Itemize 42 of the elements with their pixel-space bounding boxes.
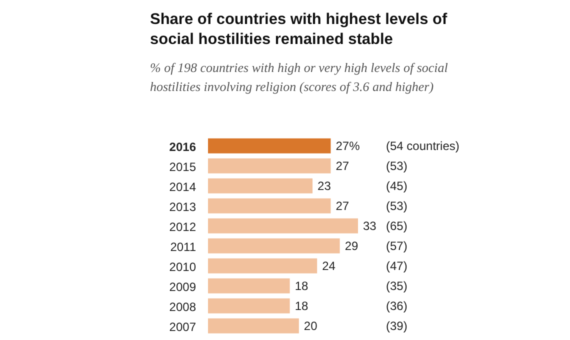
data-label: 27: [336, 159, 350, 174]
data-label: 23: [318, 179, 332, 194]
data-label: 27: [336, 199, 350, 214]
y-tick-label: 2007: [169, 320, 196, 334]
bar: [208, 238, 340, 254]
text: (39): [386, 319, 408, 333]
y-tick-label: 2009: [169, 280, 196, 294]
text: (57): [386, 239, 408, 253]
data-label: 24: [322, 259, 336, 274]
data-label: 20: [304, 319, 318, 334]
text: (45): [386, 179, 408, 193]
bar: [208, 258, 318, 274]
text: (54 countries): [386, 139, 460, 153]
y-tick-label: 2013: [169, 200, 196, 214]
data-label: 18: [294, 279, 308, 294]
data-label: 33: [363, 219, 377, 234]
data-label: 29: [344, 239, 358, 254]
text: (53): [386, 199, 408, 213]
chart-title: Share of countries with highest levels of social hostilities remained stable: [150, 10, 448, 50]
bar: [208, 318, 299, 334]
y-tick-label: 2008: [169, 300, 196, 314]
bar: [208, 178, 313, 194]
text: (35): [386, 279, 408, 293]
text: (65): [386, 219, 408, 233]
chart-subtitle: % of 198 countries with high or very high levels of social hostilities involving religion (scores of 3.6 and higher): [150, 59, 449, 96]
data-label: 27%: [336, 139, 360, 154]
bar: [208, 278, 290, 294]
bar: [208, 198, 331, 214]
text: (36): [386, 299, 408, 313]
y-tick-label: 2012: [169, 220, 196, 234]
text: (47): [386, 259, 408, 273]
y-tick-label: 2016: [169, 140, 196, 154]
y-tick-label: 2015: [169, 160, 196, 174]
y-tick-label: 2011: [170, 240, 196, 254]
bar: [208, 158, 331, 174]
bar: [208, 218, 358, 234]
bar: [208, 298, 290, 314]
bar: [208, 138, 331, 154]
data-label: 18: [294, 299, 308, 314]
y-tick-label: 2014: [169, 180, 196, 194]
text: (53): [386, 159, 408, 173]
y-tick-label: 2010: [169, 260, 196, 274]
